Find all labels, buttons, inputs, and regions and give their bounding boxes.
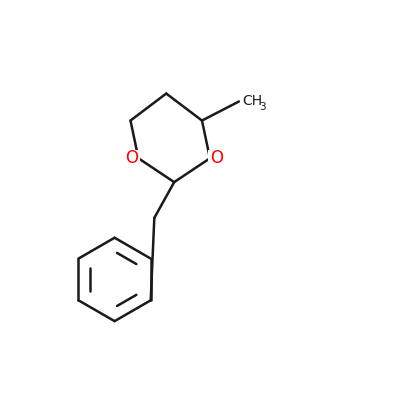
Text: 3: 3 xyxy=(259,102,266,112)
Text: O: O xyxy=(210,149,223,167)
Text: O: O xyxy=(125,149,138,167)
FancyBboxPatch shape xyxy=(208,150,226,167)
FancyBboxPatch shape xyxy=(123,150,140,167)
Text: CH: CH xyxy=(242,94,263,108)
